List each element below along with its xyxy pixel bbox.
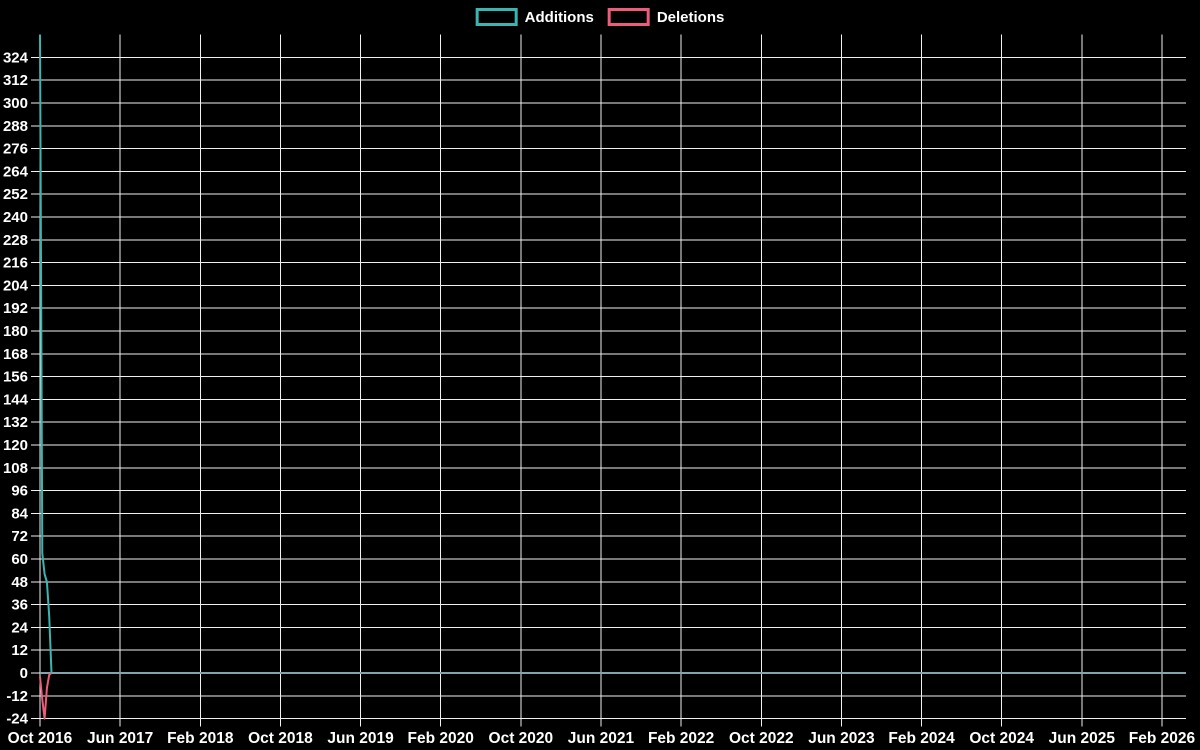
y-tick-label: -12 bbox=[6, 688, 28, 705]
additions-swatch-icon bbox=[475, 8, 518, 26]
y-tick-label: 24 bbox=[11, 619, 28, 636]
deletions-swatch-icon bbox=[607, 8, 650, 26]
x-tick-label: Feb 2024 bbox=[888, 730, 955, 747]
x-tick-label: Jun 2023 bbox=[808, 730, 875, 747]
x-tick-label: Feb 2020 bbox=[408, 730, 474, 747]
y-tick-label: 96 bbox=[11, 483, 28, 500]
y-tick-label: 132 bbox=[3, 414, 28, 431]
y-tick-label: 300 bbox=[3, 95, 28, 112]
y-tick-label: 144 bbox=[3, 391, 29, 408]
y-tick-label: 216 bbox=[3, 255, 28, 272]
y-tick-label: 84 bbox=[11, 505, 28, 522]
x-tick-label: Feb 2018 bbox=[167, 730, 234, 747]
chart-legend: Additions Deletions bbox=[475, 8, 725, 26]
y-tick-label: 108 bbox=[3, 460, 28, 477]
x-tick-label: Jun 2019 bbox=[327, 730, 394, 747]
x-tick-label: Oct 2016 bbox=[8, 730, 73, 747]
x-tick-label: Jun 2025 bbox=[1049, 730, 1116, 747]
y-tick-label: 240 bbox=[3, 209, 28, 226]
y-tick-label: 204 bbox=[3, 277, 29, 294]
x-tick-label: Oct 2022 bbox=[729, 730, 794, 747]
y-tick-label: 288 bbox=[3, 118, 28, 135]
x-tick-label: Oct 2018 bbox=[248, 730, 313, 747]
series-line-deletions bbox=[39, 672, 53, 720]
y-tick-label: 120 bbox=[3, 437, 28, 454]
x-tick-label: Feb 2022 bbox=[648, 730, 714, 747]
legend-label-additions: Additions bbox=[524, 8, 594, 26]
y-tick-label: 312 bbox=[3, 72, 28, 89]
y-tick-label: 60 bbox=[11, 551, 28, 568]
y-tick-label: 72 bbox=[11, 528, 28, 545]
y-tick-label: 252 bbox=[3, 186, 28, 203]
x-tick-label: Oct 2024 bbox=[969, 730, 1034, 747]
legend-item-deletions[interactable]: Deletions bbox=[607, 8, 725, 26]
legend-label-deletions: Deletions bbox=[656, 8, 725, 26]
x-tick-label: Feb 2026 bbox=[1129, 730, 1196, 747]
y-tick-label: 12 bbox=[11, 642, 28, 659]
y-tick-label: 192 bbox=[3, 300, 28, 317]
series-line-additions bbox=[39, 34, 53, 674]
y-tick-label: 264 bbox=[3, 163, 29, 180]
y-tick-label: 228 bbox=[3, 232, 28, 249]
y-tick-label: 180 bbox=[3, 323, 28, 340]
y-tick-label: 48 bbox=[11, 574, 28, 591]
y-tick-label: 324 bbox=[3, 49, 29, 66]
y-tick-label: 36 bbox=[11, 597, 28, 614]
y-tick-label: 156 bbox=[3, 369, 28, 386]
y-tick-label: 168 bbox=[3, 346, 28, 363]
x-tick-label: Jun 2021 bbox=[568, 730, 635, 747]
legend-item-additions[interactable]: Additions bbox=[475, 8, 594, 26]
y-tick-label: -24 bbox=[6, 711, 28, 728]
x-tick-label: Oct 2020 bbox=[489, 730, 554, 747]
x-tick-label: Jun 2017 bbox=[87, 730, 153, 747]
y-tick-label: 276 bbox=[3, 141, 28, 158]
y-tick-label: 0 bbox=[20, 665, 28, 682]
